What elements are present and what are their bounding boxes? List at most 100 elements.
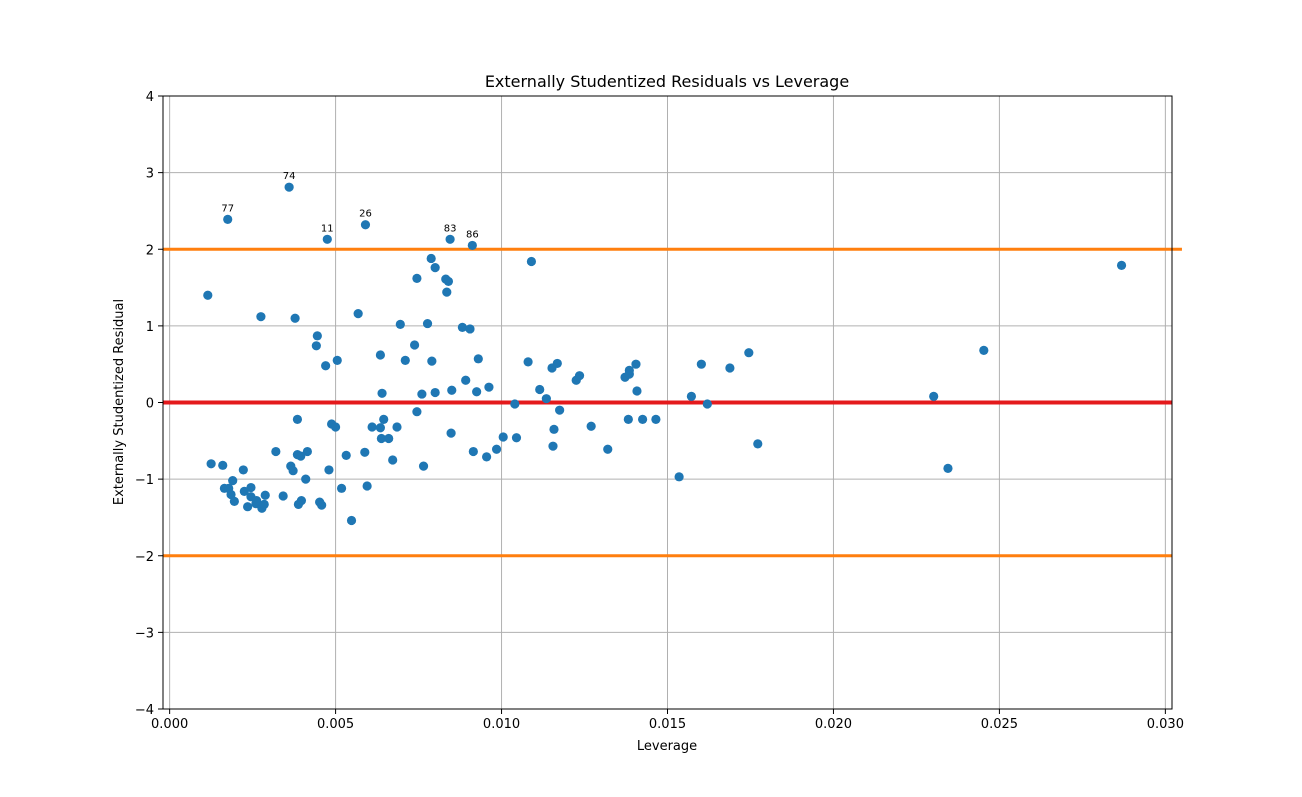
- x-axis-ticks: 0.000 0.005 0.010 0.015 0.020 0.025 0.030: [151, 709, 1184, 732]
- data-point: [442, 287, 452, 297]
- data-point: [409, 340, 420, 350]
- data-point: [624, 365, 634, 375]
- data-point: [324, 465, 334, 475]
- data-point: [465, 324, 475, 334]
- data-point: [468, 446, 478, 457]
- data-point: [430, 387, 440, 398]
- data-point: [375, 423, 385, 433]
- point-annotation: 77: [221, 203, 234, 214]
- data-point: [491, 444, 502, 454]
- y-tick-label: −2: [135, 550, 154, 565]
- data-point: [336, 483, 347, 493]
- data-point: [206, 459, 216, 469]
- data-point: [535, 384, 545, 395]
- data-point: [457, 322, 467, 333]
- data-point: [418, 461, 429, 471]
- y-tick-label: −4: [135, 703, 154, 718]
- data-point: [312, 331, 322, 341]
- data-point: [332, 355, 342, 365]
- data-point: [292, 414, 303, 424]
- data-point: [377, 388, 387, 398]
- data-point: [461, 375, 471, 385]
- y-axis-ticks: −4 −3 −2 −1 0 1 2 3 4: [135, 90, 163, 718]
- data-point: [360, 220, 371, 230]
- reference-lines: [163, 247, 1182, 558]
- data-point: [472, 387, 482, 397]
- data-point: [744, 348, 754, 358]
- data-point: [288, 466, 298, 476]
- data-point: [686, 391, 696, 401]
- data-point: [555, 405, 565, 415]
- data-point: [632, 386, 642, 396]
- data-point: [412, 407, 422, 417]
- data-point: [412, 273, 422, 283]
- data-point: [218, 460, 228, 470]
- y-tick-label: −1: [135, 473, 154, 488]
- data-point: [392, 422, 402, 432]
- data-point: [284, 182, 294, 192]
- data-point: [549, 424, 559, 434]
- data-point: [943, 463, 953, 473]
- data-point: [229, 496, 239, 506]
- data-point: [243, 502, 253, 512]
- data-point: [417, 389, 427, 399]
- data-point: [246, 482, 256, 493]
- point-annotation: 86: [466, 229, 479, 240]
- data-point: [651, 414, 661, 424]
- data-point: [322, 234, 332, 244]
- y-tick-label: 4: [146, 90, 154, 105]
- data-point: [301, 474, 311, 484]
- data-point: [482, 452, 492, 462]
- point-annotation: 74: [283, 171, 296, 182]
- x-tick-label: 0.025: [981, 717, 1018, 732]
- data-point: [541, 394, 551, 404]
- data-point: [674, 472, 684, 482]
- data-point: [574, 371, 585, 381]
- y-tick-label: 1: [146, 320, 154, 335]
- data-point: [696, 359, 706, 369]
- data-point: [360, 447, 370, 457]
- data-point: [375, 350, 385, 360]
- data-point: [367, 422, 377, 432]
- data-point: [586, 421, 596, 431]
- data-point: [484, 382, 494, 392]
- x-tick-label: 0.030: [1147, 717, 1184, 732]
- data-point: [1116, 260, 1127, 270]
- data-point: [346, 515, 357, 526]
- data-point: [302, 446, 312, 457]
- y-tick-label: 3: [146, 167, 154, 182]
- data-point: [631, 359, 641, 369]
- data-point: [353, 309, 363, 319]
- data-point: [422, 318, 433, 329]
- data-point: [638, 414, 648, 424]
- data-point: [702, 399, 712, 409]
- data-point: [426, 253, 436, 264]
- data-point: [296, 495, 307, 506]
- data-point: [251, 495, 262, 506]
- data-point: [256, 312, 266, 322]
- data-point: [228, 476, 238, 486]
- data-point: [445, 234, 455, 244]
- data-point: [317, 500, 327, 510]
- data-point: [239, 486, 249, 496]
- data-point: [376, 433, 386, 444]
- data-point: [226, 489, 236, 500]
- data-point: [203, 290, 213, 300]
- x-tick-label: 0.005: [317, 717, 354, 732]
- data-point: [311, 341, 321, 351]
- data-point: [467, 240, 477, 251]
- y-tick-label: 0: [146, 397, 154, 412]
- data-point: [296, 451, 306, 461]
- point-annotation: 11: [321, 223, 334, 234]
- data-point: [223, 214, 233, 224]
- data-point: [725, 363, 735, 373]
- y-tick-label: 2: [146, 243, 154, 258]
- data-point: [395, 319, 405, 329]
- data-point: [603, 444, 613, 454]
- data-point: [498, 432, 508, 442]
- x-tick-label: 0.000: [151, 717, 188, 732]
- data-point: [321, 361, 331, 371]
- data-point: [511, 433, 522, 443]
- point-annotations: 77 74 11 26 83 86: [221, 171, 478, 240]
